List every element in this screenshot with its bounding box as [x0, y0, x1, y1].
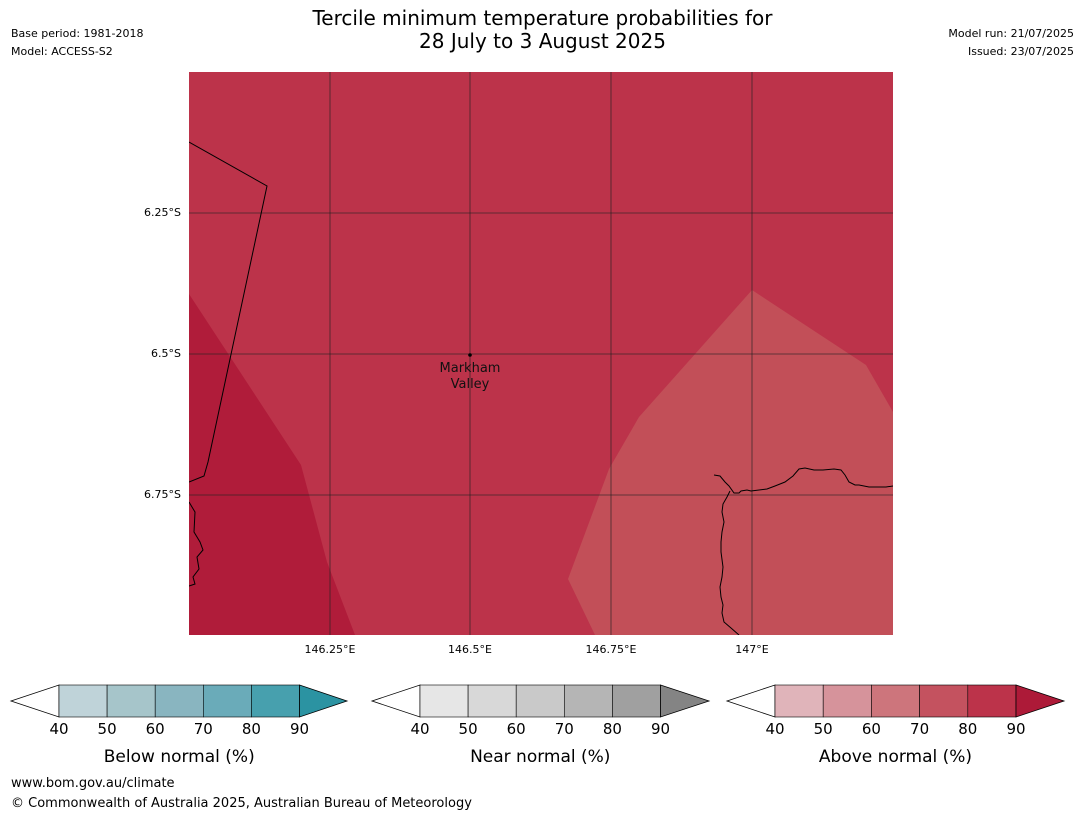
legend-high-arrow: [660, 684, 711, 718]
base-period: Base period: 1981-2018: [11, 27, 144, 40]
legend-swatch: [467, 684, 517, 718]
legend-tick-label: 60: [146, 720, 165, 738]
lat-label-6-25: 6.25°S: [144, 206, 181, 219]
legend-tick-label: 40: [765, 720, 784, 738]
legend-swatch: [774, 684, 824, 718]
legend-tick-label: 90: [1006, 720, 1025, 738]
place-label-line-1: Markham: [440, 361, 501, 376]
legend-swatch: [106, 684, 156, 718]
header-meta-right: Model run: 21/07/2025 Issued: 23/07/2025: [948, 25, 1074, 61]
lon-label-146-25: 146.25°E: [304, 643, 356, 656]
footer-url[interactable]: www.bom.gov.au/climate: [11, 776, 175, 791]
legend-swatch: [251, 684, 300, 718]
province-border: [188, 141, 268, 483]
legend-title: Above normal (%): [819, 747, 972, 767]
place-label-line-2: Valley: [451, 377, 490, 392]
legend-swatch: [154, 684, 204, 718]
legend-low-arrow: [725, 684, 776, 718]
footer-copyright: © Commonwealth of Australia 2025, Austra…: [11, 796, 472, 811]
legend-title: Near normal (%): [470, 747, 610, 767]
legend-near-normal: 40 50 60 70 80 90 Near normal (%): [370, 684, 711, 767]
legend-swatch: [612, 684, 661, 718]
lon-label-146-75: 146.75°E: [585, 643, 637, 656]
lat-label-6-75: 6.75°S: [144, 488, 181, 501]
probability-zone-90-plus: [189, 294, 355, 635]
graticule: [189, 72, 893, 635]
legend-tick-label: 60: [507, 720, 526, 738]
legend-swatch: [58, 684, 108, 718]
legend-swatch: [203, 684, 252, 718]
model-name: Model: ACCESS-S2: [11, 45, 113, 58]
legend-tick-label: 50: [459, 720, 478, 738]
header-meta-left: Base period: 1981-2018 Model: ACCESS-S2: [11, 25, 143, 61]
title-line-1: Tercile minimum temperature probabilitie…: [312, 6, 773, 30]
boundaries: [188, 141, 894, 636]
page-title: Tercile minimum temperature probabilitie…: [0, 7, 1085, 53]
legend-tick-label: 90: [651, 720, 670, 738]
legend-tick-label: 80: [958, 720, 977, 738]
legend-tick-label: 90: [290, 720, 309, 738]
legend-high-arrow: [1015, 684, 1066, 718]
lat-label-6-5: 6.5°S: [151, 347, 181, 360]
legend-tick-label: 40: [49, 720, 68, 738]
legend-swatch: [919, 684, 969, 718]
forecast-map[interactable]: Markham Valley: [188, 72, 894, 636]
legend-swatch: [419, 684, 469, 718]
legend-title: Below normal (%): [104, 747, 255, 767]
legend-high-arrow: [299, 684, 349, 718]
coastline-east: [713, 467, 894, 494]
legend-above-normal: 40 50 60 70 80 90 Above normal (%): [725, 684, 1066, 767]
probability-zone-70-80: [568, 290, 893, 635]
legend-low-arrow: [9, 684, 60, 718]
river-line: [719, 490, 740, 636]
lon-label-146-5: 146.5°E: [448, 643, 492, 656]
legend-tick-label: 70: [194, 720, 213, 738]
legend-tick-label: 70: [555, 720, 574, 738]
legend-below-normal: 40 50 60 70 80 90 Below normal (%): [9, 684, 349, 767]
legend-area: 40 50 60 70 80 90 Below normal (%) 40 50 60 70 80 9…: [9, 684, 1066, 767]
coastline-west: [188, 501, 204, 587]
map-svg: Markham Valley: [188, 72, 894, 636]
model-run: Model run: 21/07/2025: [948, 27, 1074, 40]
legend-swatch: [967, 684, 1017, 718]
legend-tick-label: 60: [862, 720, 881, 738]
legend-low-arrow: [370, 684, 421, 718]
legend-tick-label: 40: [410, 720, 429, 738]
legend-swatch: [515, 684, 565, 718]
legend-swatch: [563, 684, 613, 718]
location-marker: [468, 353, 472, 357]
legend-tick-label: 50: [814, 720, 833, 738]
legend-swatch: [822, 684, 872, 718]
legend-swatch: [871, 684, 920, 718]
lon-label-147: 147°E: [735, 643, 769, 656]
legend-tick-label: 50: [98, 720, 117, 738]
legend-tick-label: 80: [242, 720, 261, 738]
legend-tick-label: 80: [603, 720, 622, 738]
title-line-2: 28 July to 3 August 2025: [419, 29, 666, 53]
issued-date: Issued: 23/07/2025: [967, 45, 1074, 58]
legend-tick-label: 70: [910, 720, 929, 738]
